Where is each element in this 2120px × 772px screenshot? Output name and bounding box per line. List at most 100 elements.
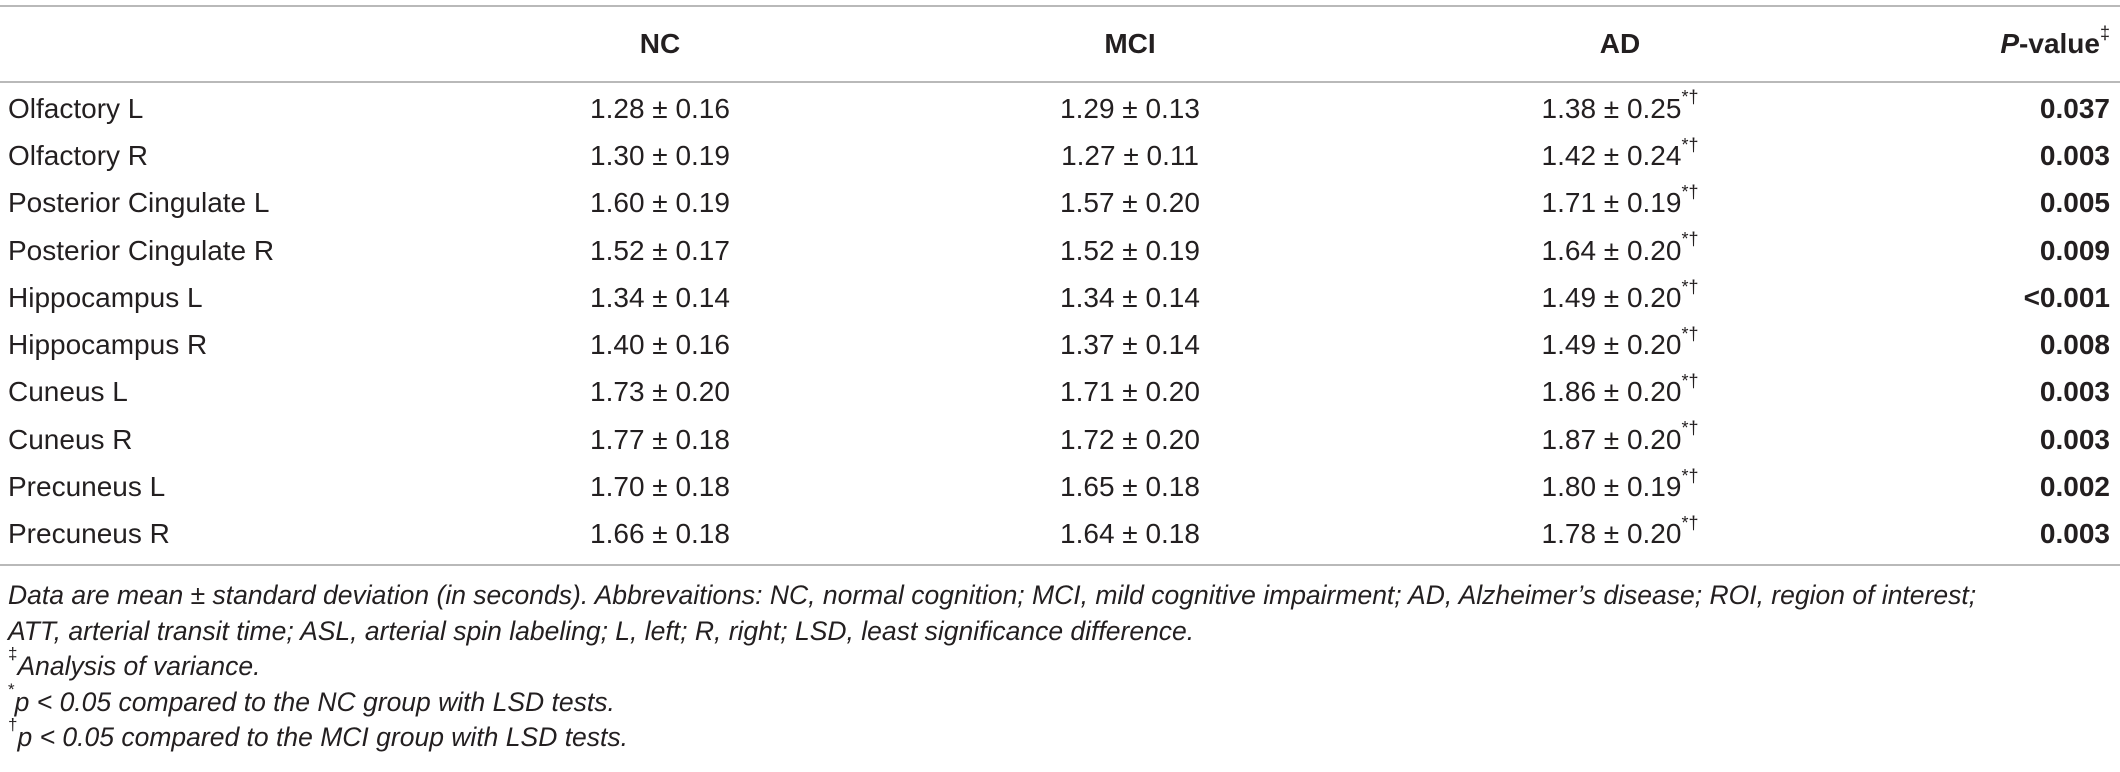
table-row: Hippocampus L 1.34 ± 0.14 1.34 ± 0.14 1.49 … xyxy=(0,274,2120,321)
cell-region: Hippocampus L xyxy=(0,282,470,314)
cell-ad-text: 1.64 ± 0.20 xyxy=(1541,234,1682,266)
cell-p-value: 0.009 xyxy=(1830,235,2120,267)
cell-ad-text: 1.86 ± 0.20 xyxy=(1541,376,1682,408)
cell-ad-marks: *† xyxy=(1681,418,1699,439)
table-row: Olfactory L 1.28 ± 0.16 1.29 ± 0.13 1.38 ± … xyxy=(0,85,2120,132)
footnote-nc-text: p < 0.05 compared to the NC group with L… xyxy=(14,686,615,717)
cell-ad-marks: *† xyxy=(1681,87,1699,108)
header-p-value-mark: ‡ xyxy=(2099,22,2110,43)
cell-nc: 1.73 ± 0.20 xyxy=(470,376,850,408)
cell-mci: 1.65 ± 0.18 xyxy=(850,471,1410,503)
cell-ad-text: 1.87 ± 0.20 xyxy=(1541,423,1682,455)
cell-ad: 1.38 ± 0.25*† xyxy=(1410,88,1830,125)
cell-ad-marks: *† xyxy=(1681,465,1699,486)
cell-ad-marks: *† xyxy=(1681,371,1699,392)
cell-p-value: 0.005 xyxy=(1830,187,2120,219)
cell-mci: 1.34 ± 0.14 xyxy=(850,282,1410,314)
cell-mci: 1.52 ± 0.19 xyxy=(850,235,1410,267)
cell-region: Cuneus R xyxy=(0,424,470,456)
table-top-rule xyxy=(0,5,2120,7)
cell-region-text: Hippocampus R xyxy=(8,329,208,361)
cell-ad-marks: *† xyxy=(1681,181,1699,202)
cell-p-value-text: 0.003 xyxy=(2039,376,2110,408)
table-row: Posterior Cingulate R 1.52 ± 0.17 1.52 ± 0… xyxy=(0,227,2120,274)
cell-mci: 1.37 ± 0.14 xyxy=(850,329,1410,361)
cell-ad-text: 1.38 ± 0.25 xyxy=(1541,92,1682,124)
cell-ad: 1.78 ± 0.20*† xyxy=(1410,514,1830,550)
cell-ad: 1.64 ± 0.20*† xyxy=(1410,230,1830,267)
cell-mci-text: 1.34 ± 0.14 xyxy=(1060,281,1200,313)
table-row: Cuneus L 1.73 ± 0.20 1.71 ± 0.20 1.86 ± 0.2… xyxy=(0,369,2120,416)
footnote-anova-text: Analysis of variance. xyxy=(17,651,261,681)
cell-region-text: Posterior Cingulate L xyxy=(8,187,270,219)
cell-ad-text: 1.42 ± 0.24 xyxy=(1541,139,1682,171)
cell-mci-text: 1.52 ± 0.19 xyxy=(1060,234,1200,266)
footnote-abbreviations-1: Data are mean ± standard deviation (in s… xyxy=(8,580,1977,610)
cell-nc: 1.77 ± 0.18 xyxy=(470,424,850,456)
header-p-value: P-value‡ xyxy=(1830,24,2120,60)
cell-ad: 1.80 ± 0.19*† xyxy=(1410,467,1830,503)
cell-mci-text: 1.57 ± 0.20 xyxy=(1060,187,1200,219)
cell-p-value-text: 0.002 xyxy=(2039,471,2110,503)
cell-ad: 1.86 ± 0.20*† xyxy=(1410,372,1830,408)
cell-ad-marks: *† xyxy=(1681,134,1699,155)
cell-ad: 1.71 ± 0.19*† xyxy=(1410,183,1830,219)
table-header-rule xyxy=(0,81,2120,83)
cell-nc: 1.34 ± 0.14 xyxy=(470,282,850,314)
cell-mci-text: 1.64 ± 0.18 xyxy=(1060,518,1200,550)
footnote-abbreviations-2: ATT, arterial transit time; ASL, arteria… xyxy=(8,615,1195,646)
table-header-row: NC MCI AD P-value‡ xyxy=(0,7,2120,81)
cell-region: Precuneus R xyxy=(0,518,470,550)
table-row: Precuneus R 1.66 ± 0.18 1.64 ± 0.18 1.78 ± … xyxy=(0,511,2120,558)
cell-nc-text: 1.30 ± 0.19 xyxy=(590,139,730,171)
cell-region: Precuneus L xyxy=(0,471,470,503)
cell-region-text: Precuneus R xyxy=(8,518,170,550)
footnote-mci: †p < 0.05 compared to the MCI group with… xyxy=(8,716,2108,756)
header-mci: MCI xyxy=(1104,28,1156,59)
cell-nc-text: 1.77 ± 0.18 xyxy=(590,423,730,455)
cell-nc: 1.30 ± 0.19 xyxy=(470,140,850,172)
cell-p-value: 0.003 xyxy=(1830,140,2120,172)
cell-nc: 1.66 ± 0.18 xyxy=(470,518,850,550)
cell-mci-text: 1.65 ± 0.18 xyxy=(1060,471,1200,503)
table-row: Cuneus R 1.77 ± 0.18 1.72 ± 0.20 1.87 ± 0.2… xyxy=(0,416,2120,463)
data-table: NC MCI AD P-value‡ Olfactory L 1.28 ± 0.1… xyxy=(0,5,2120,566)
cell-region-text: Cuneus R xyxy=(8,423,133,455)
cell-nc: 1.52 ± 0.17 xyxy=(470,235,850,267)
cell-ad: 1.87 ± 0.20*† xyxy=(1410,419,1830,456)
cell-p-value-text: 0.005 xyxy=(2039,187,2110,219)
cell-ad-text: 1.49 ± 0.20 xyxy=(1541,329,1682,361)
cell-ad-marks: *† xyxy=(1681,276,1699,297)
cell-p-value-text: 0.037 xyxy=(2039,92,2110,124)
cell-p-value-text: 0.008 xyxy=(2039,329,2110,361)
cell-p-value-text: 0.009 xyxy=(2039,234,2110,266)
cell-region-text: Posterior Cingulate R xyxy=(8,234,275,266)
cell-ad-marks: *† xyxy=(1681,229,1699,250)
cell-region: Olfactory L xyxy=(0,93,470,125)
cell-ad: 1.49 ± 0.20*† xyxy=(1410,278,1830,314)
footnote-nc-mark: * xyxy=(8,679,15,699)
footnote-mci-text: p < 0.05 compared to the MCI group with … xyxy=(17,722,629,752)
cell-mci-text: 1.29 ± 0.13 xyxy=(1060,92,1200,124)
cell-mci: 1.64 ± 0.18 xyxy=(850,518,1410,550)
cell-mci-text: 1.37 ± 0.14 xyxy=(1060,329,1200,361)
header-ad: AD xyxy=(1599,28,1641,59)
cell-nc: 1.40 ± 0.16 xyxy=(470,329,850,361)
cell-p-value: 0.002 xyxy=(1830,471,2120,503)
cell-p-value: <0.001 xyxy=(1830,282,2120,314)
cell-ad-marks: *† xyxy=(1681,323,1699,344)
cell-nc: 1.70 ± 0.18 xyxy=(470,471,850,503)
cell-nc: 1.60 ± 0.19 xyxy=(470,187,850,219)
header-p-value-italic: P xyxy=(2000,28,2020,59)
cell-p-value-text: <0.001 xyxy=(2023,281,2110,313)
cell-nc-text: 1.70 ± 0.18 xyxy=(590,471,730,503)
footnote-mci-mark: † xyxy=(8,715,18,735)
cell-mci: 1.27 ± 0.11 xyxy=(850,140,1410,172)
cell-ad-text: 1.49 ± 0.20 xyxy=(1541,281,1682,313)
cell-nc-text: 1.34 ± 0.14 xyxy=(590,281,730,313)
cell-region-text: Olfactory L xyxy=(8,92,144,124)
cell-p-value: 0.008 xyxy=(1830,329,2120,361)
cell-region: Posterior Cingulate R xyxy=(0,235,470,267)
table-row: Precuneus L 1.70 ± 0.18 1.65 ± 0.18 1.80 ± … xyxy=(0,463,2120,510)
cell-mci-text: 1.71 ± 0.20 xyxy=(1060,376,1200,408)
